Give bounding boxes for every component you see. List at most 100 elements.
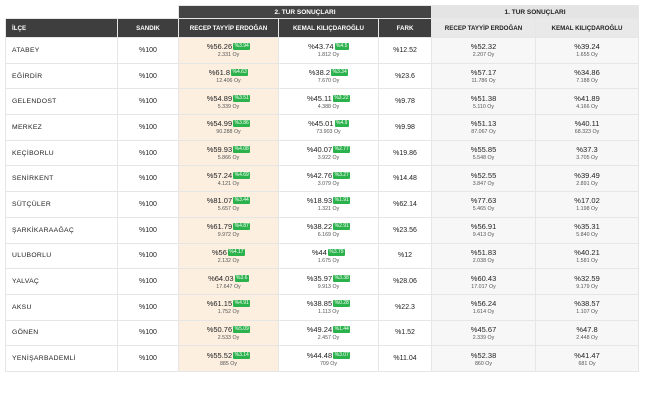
- district-name: YALVAÇ: [5, 268, 118, 295]
- kk-percent: %38.22: [306, 222, 333, 232]
- kk-votes: 2.457 Oy: [317, 334, 340, 341]
- kk-percent: %38.85: [306, 299, 333, 309]
- ballot-box-percent: %100: [117, 114, 179, 141]
- kk-round1-percent: %47.8: [576, 324, 598, 334]
- district-name: ŞARKİKARAAĞAÇ: [5, 216, 118, 244]
- results-table-wrapper: 2. TUR SONUÇLARI 1. TUR SONUÇLARI İLÇE S…: [5, 5, 640, 409]
- rte-round1-cell: %51.38 5.110 Oy: [431, 88, 537, 116]
- kk-votes: 73.903 Oy: [316, 129, 341, 136]
- kk-round1-votes: 1.655 Oy: [576, 52, 598, 59]
- kk-votes: 4.388 Oy: [317, 103, 340, 110]
- rte-round1-cell: %60.43 17.017 Oy: [431, 268, 537, 295]
- district-name: ATABEY: [5, 37, 118, 64]
- kk-votes: 1.675 Oy: [317, 257, 340, 264]
- kk-round1-cell: %40.21 1.581 Oy: [535, 242, 640, 270]
- table-row: YENİŞARBADEMLİ %100 %55.52 %3.14 885 Oy %44.4…: [5, 345, 640, 372]
- kk-percent: %35.97: [306, 273, 333, 283]
- col-ilce: İLÇE: [5, 18, 118, 38]
- difference-value: %12.52: [377, 37, 433, 64]
- difference-value: %28.06: [377, 268, 433, 295]
- kk-percent: %42.76: [306, 170, 333, 180]
- kk-percent: %40.07: [306, 145, 333, 155]
- table-row: GELENDOST %100 %54.89 %3.51 5.339 Oy %45.11 %3…: [5, 88, 640, 116]
- kk-round1-percent: %41.47: [574, 350, 600, 360]
- kk-votes: 709 Oy: [319, 360, 338, 367]
- rte-round2-cell: %81.07 %3.44 5.657 Oy: [178, 191, 279, 218]
- rte-round1-cell: %52.38 860 Oy: [431, 345, 537, 372]
- table-row: ULUBORLU %100 %56 %4.17 2.132 Oy %44 %3.79 1.67…: [5, 242, 640, 270]
- kk-round1-cell: %40.11 68.323 Oy: [535, 114, 640, 141]
- kk-change-badge: %2.91: [333, 223, 351, 231]
- rte-change-badge: %3.51: [233, 94, 251, 102]
- rte-round1-percent: %60.43: [470, 273, 497, 283]
- rte-round2-cell: %64.03 %3.6 17.647 Oy: [178, 268, 279, 295]
- rte-round1-cell: %56.24 1.614 Oy: [431, 293, 537, 321]
- kk-round2-cell: %40.07 %2.77 3.922 Oy: [278, 139, 379, 167]
- rte-percent: %50.76: [206, 324, 233, 334]
- kk-round2-cell: %35.97 %3.38 9.913 Oy: [278, 268, 379, 295]
- rte-percent: %64.03: [208, 273, 234, 283]
- kk-round2-cell: %38.85 %0.28 1.113 Oy: [278, 293, 379, 321]
- kk-round1-percent: %35.31: [574, 222, 600, 232]
- ballot-box-percent: %100: [117, 191, 179, 218]
- kk-round2-cell: %45.11 %3.22 4.388 Oy: [278, 88, 379, 116]
- difference-value: %9.78: [377, 88, 433, 116]
- kk-change-badge: %3.79: [327, 248, 346, 256]
- rte-round1-percent: %52.38: [470, 350, 497, 360]
- ballot-box-percent: %100: [117, 139, 179, 167]
- rte-round1-votes: 5.465 Oy: [472, 206, 495, 213]
- kk-round1-percent: %40.11: [574, 119, 600, 129]
- rte-round1-votes: 17.017 Oy: [471, 283, 496, 290]
- column-header-row: İLÇE SANDIK RECEP TAYYİP ERDOĞAN KEMAL K…: [5, 18, 640, 38]
- rte-round2-cell: %61.8 %4.63 12.406 Oy: [178, 62, 279, 90]
- kk-round1-percent: %32.59: [574, 273, 600, 283]
- rte-votes: 2.533 Oy: [217, 334, 240, 341]
- ballot-box-percent: %100: [117, 88, 179, 116]
- rte-round2-cell: %59.93 %4.08 5.866 Oy: [178, 139, 279, 167]
- kk-round1-cell: %47.8 2.448 Oy: [535, 319, 640, 347]
- rte-votes: 5.866 Oy: [217, 155, 240, 162]
- kk-percent: %45.01: [308, 119, 334, 129]
- kk-votes: 1.113 Oy: [317, 309, 340, 316]
- rte-round1-cell: %77.63 5.465 Oy: [431, 191, 537, 218]
- rte-round1-cell: %52.55 3.847 Oy: [431, 165, 537, 193]
- district-name: GELENDOST: [5, 88, 118, 116]
- kk-round1-cell: %41.89 4.166 Oy: [535, 88, 640, 116]
- rte-votes: 90.288 Oy: [216, 129, 241, 136]
- rte-round1-percent: %77.63: [470, 196, 497, 206]
- kk-round1-cell: %32.59 9.179 Oy: [535, 268, 640, 295]
- rte-round1-cell: %51.83 2.038 Oy: [431, 242, 537, 270]
- rte-change-badge: %4.08: [233, 146, 251, 154]
- kk-round2-cell: %49.24 %1.44 2.457 Oy: [278, 319, 379, 347]
- table-row: MERKEZ %100 %54.99 %3.86 90.288 Oy %45.01 %4.9…: [5, 114, 640, 141]
- rte-round2-cell: %50.76 %5.09 2.533 Oy: [178, 319, 279, 347]
- kk-change-badge: %0.28: [333, 300, 351, 308]
- kk-round2-cell: %44 %3.79 1.675 Oy: [278, 242, 379, 270]
- rte-round1-percent: %57.17: [470, 68, 497, 78]
- district-name: YENİŞARBADEMLİ: [5, 345, 118, 372]
- kk-round1-votes: 5.840 Oy: [576, 232, 598, 239]
- kk-votes: 1.812 Oy: [317, 52, 340, 59]
- rte-percent: %54.99: [206, 119, 233, 129]
- rte-votes: 2.132 Oy: [217, 257, 240, 264]
- rte-round2-cell: %57.24 %4.69 4.121 Oy: [178, 165, 279, 193]
- rte-round1-votes: 9.413 Oy: [472, 232, 495, 239]
- kk-change-badge: %3.34: [331, 69, 349, 77]
- ballot-box-percent: %100: [117, 242, 179, 270]
- rte-percent: %56: [211, 247, 227, 257]
- rte-round1-cell: %52.32 2.207 Oy: [431, 37, 537, 64]
- rte-change-badge: %3.44: [233, 197, 251, 205]
- kk-percent: %18.93: [306, 196, 333, 206]
- table-row: YALVAÇ %100 %64.03 %3.6 17.647 Oy %35.97 %3.38…: [5, 268, 640, 295]
- ballot-box-percent: %100: [117, 37, 179, 64]
- kk-change-badge: %3.22: [332, 94, 351, 102]
- ballot-box-percent: %100: [117, 268, 179, 295]
- rte-percent: %56.26: [206, 42, 233, 52]
- rte-percent: %61.8: [208, 68, 231, 78]
- kk-round2-cell: %45.01 %4.9 73.903 Oy: [278, 114, 379, 141]
- rte-round2-cell: %61.15 %4.91 1.752 Oy: [178, 293, 279, 321]
- kk-round1-votes: 1.107 Oy: [576, 309, 598, 316]
- round1-header: 1. TUR SONUÇLARI: [431, 5, 640, 19]
- rte-round1-votes: 1.614 Oy: [472, 309, 495, 316]
- rte-votes: 17.647 Oy: [216, 283, 241, 290]
